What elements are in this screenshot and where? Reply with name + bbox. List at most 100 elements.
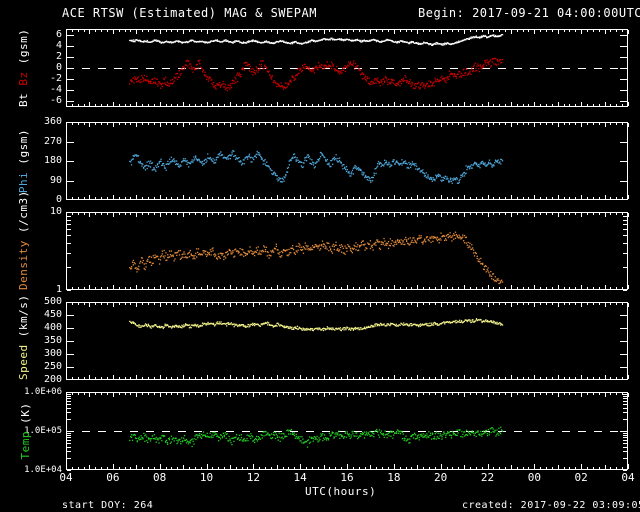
x-tick: [77, 287, 79, 289]
x-tick: [124, 30, 126, 32]
x-tick: [270, 393, 272, 395]
x-tick: [212, 467, 214, 469]
x-tick-label: 10: [199, 471, 214, 484]
x-tick: [575, 30, 577, 32]
x-tick: [347, 102, 348, 106]
x-tick: [575, 104, 577, 106]
x-tick: [276, 375, 278, 379]
x-tick: [311, 287, 313, 289]
x-tick: [188, 303, 190, 305]
x-tick: [270, 467, 272, 469]
x-tick: [598, 197, 600, 199]
x-tick: [253, 303, 255, 307]
x-tick: [130, 123, 132, 125]
x-major-tick: [159, 464, 161, 469]
y-minor-tick: [623, 215, 627, 217]
x-tick: [165, 287, 167, 289]
x-tick: [522, 377, 524, 379]
x-tick: [147, 467, 149, 469]
x-tick: [587, 213, 589, 215]
x-tick: [592, 393, 594, 395]
x-tick: [224, 377, 226, 379]
y-minor-tick: [623, 403, 627, 405]
x-tick: [475, 287, 477, 289]
x-tick: [241, 467, 243, 469]
x-tick: [522, 30, 524, 32]
x-tick: [112, 393, 114, 397]
x-tick: [399, 123, 401, 125]
x-tick: [551, 287, 553, 289]
y-tick: [620, 79, 627, 81]
x-tick: [563, 467, 565, 469]
x-tick: [77, 213, 79, 215]
x-tick: [147, 213, 149, 215]
x-tick: [265, 467, 267, 469]
x-tick: [347, 123, 348, 127]
x-tick: [95, 104, 97, 106]
x-tick: [417, 102, 419, 106]
x-tick: [311, 303, 313, 305]
x-tick: [171, 303, 173, 305]
x-tick: [118, 303, 120, 305]
x-tick: [218, 287, 220, 289]
x-tick: [253, 123, 255, 127]
x-tick: [428, 303, 430, 305]
x-tick: [604, 375, 606, 379]
x-tick: [200, 197, 202, 199]
x-tick: [528, 287, 530, 289]
x-tick: [557, 285, 559, 289]
x-tick: [306, 213, 308, 215]
y-tick-label: 10: [49, 206, 62, 217]
x-major-tick: [300, 464, 302, 469]
x-tick: [399, 467, 401, 469]
x-tick: [411, 197, 413, 199]
y-tick: [67, 302, 74, 303]
reference-line: [66, 68, 628, 69]
y-tick: [620, 45, 627, 47]
y-minor-tick: [67, 224, 71, 226]
x-tick: [229, 213, 231, 217]
x-tick: [71, 104, 73, 106]
y-minor-tick: [623, 266, 627, 268]
x-tick: [206, 102, 208, 106]
x-tick: [177, 213, 179, 215]
x-major-tick: [112, 464, 114, 469]
x-tick: [71, 123, 73, 125]
y-minor-tick: [67, 442, 71, 444]
y-tick: [620, 122, 627, 123]
x-tick: [347, 393, 348, 397]
series-Phi: [129, 149, 504, 184]
x-tick: [370, 465, 372, 469]
x-tick: [294, 104, 296, 106]
x-tick: [194, 30, 196, 32]
x-tick: [183, 123, 185, 127]
x-major-tick: [393, 464, 395, 469]
x-tick: [534, 123, 536, 127]
x-tick: [95, 393, 97, 395]
x-major-tick: [347, 464, 348, 469]
x-tick: [118, 377, 120, 379]
x-tick: [446, 303, 448, 305]
x-tick: [387, 213, 389, 215]
x-tick: [101, 287, 103, 289]
x-tick: [399, 104, 401, 106]
x-tick: [399, 30, 401, 32]
x-tick: [247, 197, 249, 199]
x-tick: [446, 393, 448, 395]
y-tick: [67, 141, 74, 143]
x-tick: [206, 195, 208, 199]
x-tick: [282, 467, 284, 469]
x-tick: [323, 303, 325, 307]
x-tick: [288, 393, 290, 395]
x-tick: [124, 197, 126, 199]
x-tick: [522, 123, 524, 125]
x-tick: [306, 303, 308, 305]
y-tick: [67, 79, 74, 81]
x-tick: [434, 467, 436, 469]
x-tick: [622, 467, 624, 469]
x-tick: [481, 467, 483, 469]
x-tick: [622, 30, 624, 32]
x-tick: [83, 467, 85, 469]
series-layer-magnetic-field: [129, 34, 504, 92]
x-tick: [218, 30, 220, 32]
